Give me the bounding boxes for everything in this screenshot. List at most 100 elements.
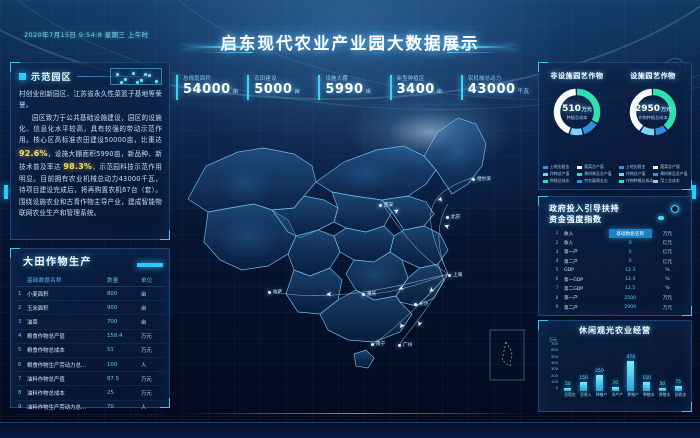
- row-value: 2500: [624, 295, 637, 301]
- map-city-长沙[interactable]: 长沙: [414, 301, 428, 307]
- bar-养殖产[interactable]: 470: [626, 343, 635, 391]
- table-row[interactable]: 9 第二产 2900 万元: [551, 303, 683, 312]
- bar-水产产[interactable]: 70: [611, 343, 619, 391]
- col-index: [16, 273, 25, 287]
- legend-swatch-icon: [653, 179, 659, 183]
- row-index: 2: [555, 240, 559, 246]
- donut-center: 510万元 种植总成本: [551, 86, 603, 138]
- legend-item[interactable]: 蔬菜总产值: [653, 164, 684, 170]
- legend-item[interactable]: 果树果品总产值: [577, 171, 612, 177]
- table-row[interactable]: 1 收入 基础数据名称 万元: [551, 229, 683, 239]
- bar-chart-unit-label: 万元: [549, 337, 557, 342]
- donut-columns: 非设施园艺作物 510万元 种植总成本 土地出租金 蔬菜总产值 作物总产值 果树果品总产值种…: [539, 63, 691, 189]
- legend-item[interactable]: 蔬菜总产值: [577, 164, 608, 170]
- legend-swatch-icon: [619, 179, 624, 183]
- bar-series: 50 150 250 70 470 150 50 75: [560, 343, 686, 391]
- table-row[interactable]: 7 油料作物总产值 87.5 万元: [16, 371, 165, 387]
- title-step-right: [447, 52, 495, 53]
- row-value: 0: [628, 240, 632, 246]
- table-row[interactable]: 4 第二产 0 亿元: [551, 257, 683, 266]
- city-label: 南宁: [376, 342, 386, 347]
- right-edge-tick: [692, 185, 696, 199]
- stat-unit: 千瓦: [517, 89, 530, 95]
- row-name: 收入: [564, 241, 574, 247]
- row-value: 0: [628, 249, 632, 255]
- map-city-拉萨[interactable]: 拉萨: [268, 289, 282, 295]
- x-tick: 总收入: [580, 392, 592, 397]
- government-funding-table: 1 收入 基础数据名称 万元 2 收入 0 亿元 3 第一产 0 亿元 4 第二产 0 亿元 5 GDP 12.3%…: [551, 229, 683, 312]
- map-city-重庆[interactable]: 重庆: [362, 291, 376, 297]
- bar-总租金[interactable]: 50: [564, 343, 572, 391]
- row-unit: 人: [139, 400, 165, 415]
- legend-item[interactable]: 作物总产值: [543, 171, 574, 177]
- header-accent-bar: [137, 263, 163, 267]
- government-funding-table-wrap[interactable]: 1 收入 基础数据名称 万元 2 收入 0 亿元 3 第一产 0 亿元 4 第二产 0 亿元 5 GDP 12.3%…: [551, 229, 683, 312]
- table-row[interactable]: 6 第一GDP 12.4%: [551, 275, 683, 284]
- row-value: 70: [105, 400, 139, 415]
- map-city-广州[interactable]: 广州: [398, 342, 412, 348]
- row-name: 粮食作物生产劳动力总...: [25, 357, 105, 373]
- row-name: 油料作物总成本: [25, 385, 105, 401]
- row-unit: 万元: [139, 385, 165, 401]
- bar-养殖本[interactable]: 50: [658, 343, 666, 391]
- table-row[interactable]: 6 粮食作物生产劳动力总... 100 人: [16, 357, 165, 373]
- table-row[interactable]: 9 油料作物生产劳动力总... 70 人: [16, 400, 165, 415]
- row-name: 小麦面积: [25, 286, 105, 302]
- row-name: 粮食作物总产值: [25, 329, 105, 344]
- row-value: 12.5: [625, 286, 636, 292]
- table-row[interactable]: 7 第二GDP 12.5%: [551, 284, 683, 293]
- table-row[interactable]: 3 油菜 700 亩: [16, 314, 165, 330]
- gov-panel-decoration: [658, 205, 679, 220]
- map-city-北京[interactable]: 北京: [446, 214, 460, 220]
- col-value: 数量: [105, 273, 139, 287]
- legend-item[interactable]: 果树果品总产值: [653, 171, 688, 177]
- bottom-divider: [176, 413, 532, 414]
- row-index: 6: [555, 277, 559, 283]
- table-row[interactable]: 2 收入 0 亿元: [551, 238, 683, 247]
- bar-总收入[interactable]: 150: [579, 343, 588, 391]
- map-city-南宁[interactable]: 南宁: [371, 341, 385, 347]
- table-row[interactable]: 2 玉米面积 900 亩: [16, 300, 165, 316]
- field-crop-rows: 1 小麦面积 800 亩 2 玉米面积 900 亩 3 油菜 700 亩 4 粮食作物总产值 158.4 万元…: [16, 286, 165, 415]
- row-value: 900: [105, 300, 139, 316]
- field-crop-table-wrap[interactable]: 基础数据名称 数量 单位 1 小麦面积 800 亩 2 玉米面积 900 亩 3 油菜 700 亩 4 粮…: [16, 273, 165, 415]
- legend-swatch-icon: [577, 172, 583, 176]
- bar-value-label: 50: [659, 381, 666, 387]
- legend-item[interactable]: 土地出租金: [543, 164, 574, 170]
- city-marker-icon: [379, 203, 382, 207]
- row-value: 基础数据名称: [608, 229, 652, 239]
- map-city-上海[interactable]: 上海: [448, 272, 462, 278]
- donut-value: 510万元: [562, 103, 592, 114]
- legend-item[interactable]: 劳务雇佣支出: [577, 178, 608, 184]
- y-tick: 0: [555, 386, 558, 391]
- legend-item[interactable]: 用工总成本: [653, 178, 684, 184]
- legend-item[interactable]: 土地出租金: [619, 164, 650, 170]
- bar-种植本[interactable]: 150: [642, 343, 651, 391]
- city-marker-icon: [448, 273, 451, 277]
- row-value: 700: [105, 314, 139, 330]
- table-row[interactable]: 5 粮食作物总成本 51 万元: [16, 343, 165, 358]
- row-name: 第一产: [564, 250, 578, 256]
- table-row[interactable]: 5 GDP 12.3%: [551, 267, 683, 275]
- donut-chart[interactable]: 2950万元 作物种植总成本: [627, 86, 679, 138]
- table-row[interactable]: 1 小麦面积 800 亩: [16, 286, 165, 302]
- table-row[interactable]: 8 第一产 2500 万元: [551, 294, 683, 303]
- table-row[interactable]: 3 第一产 0 亿元: [551, 248, 683, 257]
- table-row[interactable]: 8 油料作物总成本 25 万元: [16, 385, 165, 401]
- map-city-哈尔滨[interactable]: 哈尔滨: [472, 176, 491, 182]
- donut-chart[interactable]: 510万元 种植总成本: [551, 86, 603, 138]
- bar-种植产[interactable]: 250: [595, 343, 604, 391]
- map-city-西安[interactable]: 西安: [379, 202, 393, 208]
- row-index: 4: [16, 329, 25, 344]
- row-unit: 人: [139, 357, 165, 373]
- legend-item[interactable]: 种植总成本: [543, 178, 574, 184]
- legend-item[interactable]: 作物总产值: [619, 171, 650, 177]
- bar-总收支[interactable]: 75: [674, 343, 682, 391]
- row-unit: 亿元: [662, 259, 672, 265]
- china-map[interactable]: 哈尔滨 北京 西安 上海 拉萨 重庆 长沙 南宁 广州 ➤ ➤ ➤ ➤ ➤ ➤ ➤ ➤: [176, 104, 532, 404]
- y-tick: 100: [550, 379, 558, 384]
- city-label: 拉萨: [273, 290, 283, 295]
- bar-column: [611, 386, 619, 391]
- table-row[interactable]: 4 粮食作物总产值 158.4 万元: [16, 329, 165, 344]
- legend-item[interactable]: 作物种植总成本: [619, 178, 653, 184]
